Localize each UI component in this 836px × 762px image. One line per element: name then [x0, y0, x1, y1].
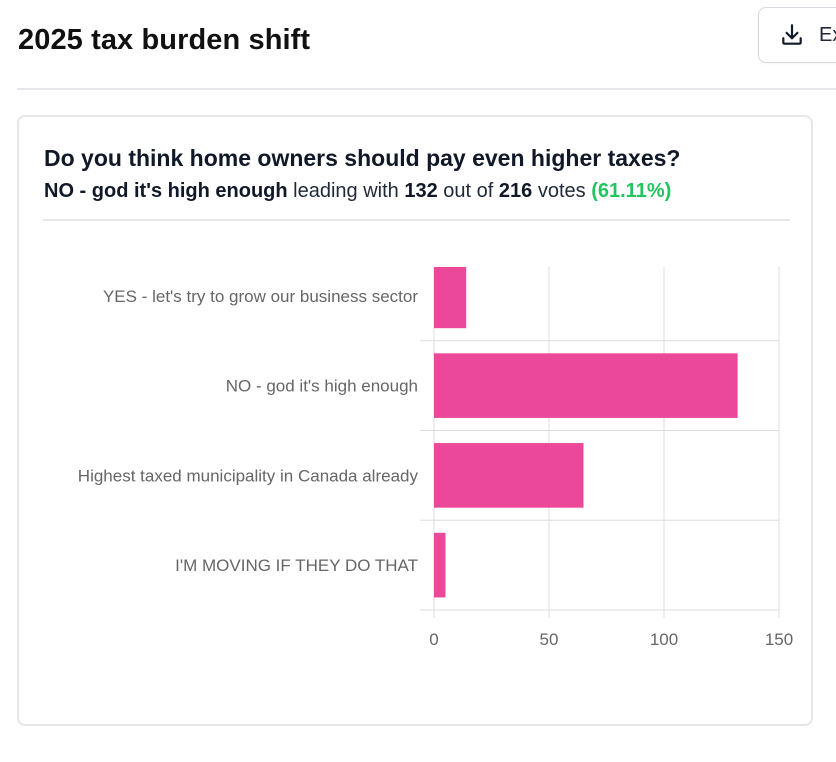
leading-votes: 132	[404, 180, 438, 202]
bar	[434, 443, 584, 508]
leading-percent: (61.11%)	[591, 180, 672, 202]
export-button[interactable]: Ex	[758, 7, 836, 63]
x-tick-label: 0	[429, 630, 438, 649]
page-title: 2025 tax burden shift	[18, 24, 311, 56]
poll-bar-chart: YES - let's try to grow our business sec…	[78, 267, 793, 649]
leading-text: leading with	[293, 180, 399, 202]
poll-summary: NO - god it's high enough leading with 1…	[44, 180, 671, 203]
leading-option: NO - god it's high enough	[44, 180, 288, 202]
export-button-label: Ex	[819, 23, 836, 46]
votes-text: votes	[537, 180, 586, 202]
out-of-text: out of	[443, 180, 494, 202]
bar	[434, 353, 738, 418]
x-tick-label: 100	[650, 630, 678, 649]
category-label: YES - let's try to grow our business sec…	[103, 287, 418, 306]
header-divider	[17, 88, 836, 90]
bar	[434, 267, 467, 329]
download-icon	[779, 22, 805, 48]
total-votes: 216	[498, 180, 533, 202]
category-label: Highest taxed municipality in Canada alr…	[78, 466, 419, 485]
bar	[434, 532, 446, 598]
poll-question: Do you think home owners should pay even…	[44, 145, 681, 171]
poll-card: Do you think home owners should pay even…	[17, 115, 813, 726]
card-divider	[43, 219, 790, 221]
x-tick-label: 150	[765, 630, 793, 649]
category-label: I'M MOVING IF THEY DO THAT	[175, 556, 418, 575]
x-tick-label: 50	[540, 630, 559, 649]
category-label: NO - god it's high enough	[226, 377, 418, 396]
